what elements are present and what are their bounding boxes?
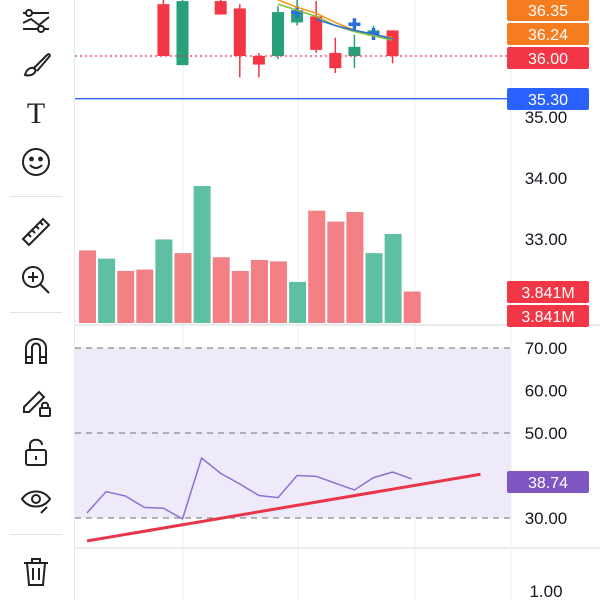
- signal-marker: [348, 18, 361, 31]
- toolbar-divider: [10, 312, 62, 313]
- candle-body: [252, 56, 265, 65]
- volume-bar: [79, 250, 96, 323]
- price-label-ma1: 36.35: [528, 3, 568, 20]
- rsi-value-label-bg: [507, 471, 589, 493]
- drawing-toolbar: T: [0, 0, 75, 600]
- rsi-tick-label: 50.00: [525, 424, 568, 443]
- rsi-band: [75, 347, 511, 519]
- emoji-icon[interactable]: [12, 138, 60, 186]
- overlay-lines: [75, 0, 511, 100]
- volume-label-1-bg: [507, 281, 589, 303]
- rsi-tick-label: 70.00: [525, 339, 568, 358]
- rsi-panel: [86, 456, 481, 543]
- horizontal-line-label-bg: [507, 88, 589, 110]
- price-tick-label: 35.00: [525, 108, 568, 127]
- pencil-lock-icon[interactable]: [12, 378, 60, 426]
- rsi-band-fill: [75, 348, 511, 518]
- price-labels: 36.35 36.24 36.00 35.30 3.841M 3.841M 38.74: [507, 0, 589, 493]
- rsi-tick-label: 60.00: [525, 382, 568, 401]
- candle-body: [272, 12, 284, 56]
- volume-bar: [308, 210, 326, 323]
- rsi-trend-line: [86, 472, 481, 543]
- volume-bar: [155, 239, 173, 323]
- candle-body: [310, 16, 323, 50]
- volume-bars: [79, 186, 421, 323]
- bottom-tick-label: 1.00: [529, 582, 562, 600]
- price-tick-label: 33.00: [525, 230, 568, 249]
- volume-bar: [384, 233, 402, 323]
- volume-bar: [270, 261, 287, 323]
- volume-label-1: 3.841M: [521, 285, 574, 302]
- volume-label-2-bg: [507, 305, 589, 327]
- candle-body: [176, 1, 189, 66]
- price-axis: 35.00 34.00 33.00 70.00 60.00 50.00 30.00 1.00: [525, 108, 568, 600]
- volume-bar: [117, 270, 135, 323]
- trash-icon[interactable]: [12, 548, 60, 596]
- volume-bar: [327, 221, 345, 323]
- candle-body: [233, 8, 246, 57]
- toolbar-divider: [10, 534, 62, 535]
- volume-bar: [136, 269, 154, 323]
- volume-bar: [212, 257, 230, 323]
- volume-bar: [174, 253, 192, 323]
- brush-icon[interactable]: [12, 40, 60, 88]
- zoom-in-icon[interactable]: [12, 256, 60, 304]
- eye-icon[interactable]: [12, 476, 60, 524]
- volume-bar: [403, 291, 421, 323]
- ruler-icon[interactable]: [12, 208, 60, 256]
- toolbar-divider: [10, 196, 62, 197]
- volume-bar: [365, 253, 383, 323]
- volume-bar: [193, 186, 211, 323]
- price-label-ma2: 36.24: [528, 27, 568, 44]
- volume-label-2: 3.841M: [521, 309, 574, 326]
- volume-bar: [98, 258, 116, 323]
- volume-bar: [250, 259, 268, 323]
- price-label-ma1-bg: [507, 0, 589, 21]
- candle-body: [386, 30, 399, 56]
- unlock-icon[interactable]: [12, 428, 60, 476]
- text-tool-glyph: T: [27, 97, 45, 129]
- moving-average-line: [315, 18, 393, 40]
- indicators-icon[interactable]: [12, 0, 60, 48]
- rsi-value-label: 38.74: [528, 475, 568, 492]
- rsi-tick-label: 30.00: [525, 509, 568, 528]
- price-tick-label: 34.00: [525, 169, 568, 188]
- candlesticks: [157, 0, 399, 78]
- chart-area[interactable]: 35.0034.0033.0070.0060.0050.0030.001.00 …: [75, 0, 600, 600]
- volume-bar: [289, 281, 307, 323]
- volume-bar: [231, 270, 249, 323]
- candle-body: [214, 1, 227, 15]
- candle-body: [157, 4, 170, 56]
- horizontal-line-label: 35.30: [528, 92, 568, 109]
- last-price-label-bg: [507, 47, 589, 69]
- volume-bar: [346, 212, 364, 323]
- candle-body: [348, 46, 361, 56]
- price-label-ma2-bg: [507, 23, 589, 45]
- candle-body: [329, 52, 342, 69]
- magnet-icon[interactable]: [12, 326, 60, 374]
- last-price-label: 36.00: [528, 51, 568, 68]
- rsi-line: [86, 456, 412, 520]
- text-icon[interactable]: T: [12, 88, 60, 136]
